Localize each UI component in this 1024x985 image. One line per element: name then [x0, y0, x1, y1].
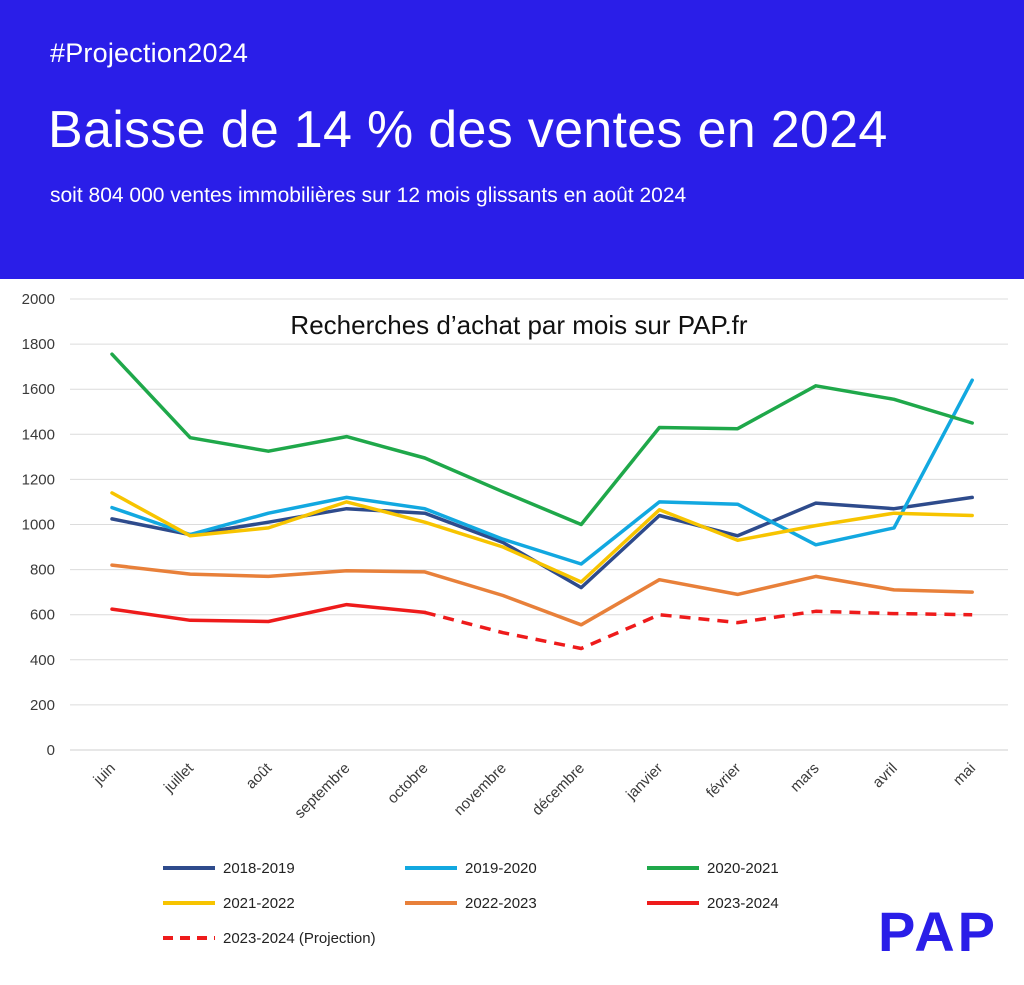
series-line-2022-2023 — [110, 563, 974, 627]
header-banner: #Projection2024 Baisse de 14 % des vente… — [0, 0, 1024, 279]
hashtag: #Projection2024 — [50, 38, 249, 68]
x-tick-label: novembre — [451, 760, 510, 819]
x-tick-label: décembre — [529, 760, 588, 819]
x-tick-label: janvier — [622, 760, 666, 804]
y-tick-label: 400 — [30, 652, 55, 669]
x-tick-label: juillet — [160, 759, 197, 796]
y-tick-label: 1600 — [22, 381, 55, 398]
legend: 2018-2019 2019-2020 2020-2021 2021-2022 2022… — [163, 860, 779, 947]
x-tick-label: août — [243, 759, 276, 792]
y-axis-ticks: 0 200 400 600 800 1000 1200 1400 1600 1800 2000 — [22, 291, 55, 759]
series-line-2020-2021 — [110, 352, 974, 527]
legend-label: 2018-2019 — [223, 860, 295, 877]
y-tick-label: 0 — [47, 742, 55, 759]
gridlines — [70, 298, 1008, 751]
line-chart: 0 200 400 600 800 1000 1200 1400 1600 1800 2000 ju… — [22, 291, 1008, 947]
legend-label: 2023-2024 — [707, 895, 779, 912]
y-tick-label: 2000 — [22, 291, 55, 308]
y-tick-label: 800 — [30, 562, 55, 579]
y-tick-label: 1400 — [22, 426, 55, 443]
headline: Baisse de 14 % des ventes en 2024 — [48, 101, 888, 159]
x-tick-label: mai — [950, 760, 979, 789]
x-tick-label: mars — [787, 760, 823, 796]
pap-logo: PAP — [878, 900, 998, 963]
series-line-2023-2024-projection- — [424, 609, 973, 651]
legend-label: 2019-2020 — [465, 860, 537, 877]
legend-label: 2022-2023 — [465, 895, 537, 912]
legend-label: 2020-2021 — [707, 860, 779, 877]
series-line-2023-2024 — [110, 602, 427, 624]
x-axis-ticks: juin juillet août septembre octobre novembre d… — [90, 759, 979, 822]
legend-label: 2021-2022 — [223, 895, 295, 912]
series-line-2019-2020 — [110, 378, 974, 566]
y-tick-label: 1800 — [22, 336, 55, 353]
y-tick-label: 600 — [30, 607, 55, 624]
y-tick-label: 1200 — [22, 471, 55, 488]
x-tick-label: juin — [90, 760, 119, 789]
x-tick-label: septembre — [291, 760, 353, 822]
x-tick-label: février — [703, 760, 744, 801]
series-lines — [110, 352, 974, 651]
series-line-2021-2022 — [110, 491, 974, 584]
y-tick-label: 200 — [30, 697, 55, 714]
x-tick-label: octobre — [384, 760, 431, 807]
chart-title: Recherches d’achat par mois sur PAP.fr — [290, 310, 747, 340]
legend-label: 2023-2024 (Projection) — [223, 930, 376, 947]
subheadline: soit 804 000 ventes immobilières sur 12 … — [50, 184, 687, 207]
x-tick-label: avril — [869, 760, 900, 791]
y-tick-label: 1000 — [22, 517, 55, 534]
